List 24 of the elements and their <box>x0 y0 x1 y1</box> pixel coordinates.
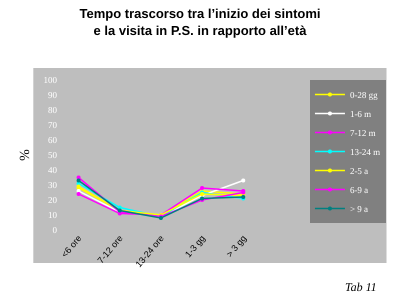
chart-title: Tempo trascorso tra l’inizio dei sintomi e la visita in P.S. in rapporto all’età <box>79 6 321 38</box>
y-tick-label: 70 <box>48 120 58 130</box>
y-tick-label: 40 <box>48 165 58 176</box>
legend-label: 13-24 m <box>350 147 380 158</box>
y-tick-label: 90 <box>48 90 58 100</box>
legend-label: 1-6 m <box>350 109 372 120</box>
legend-label: > 9 a <box>350 204 368 214</box>
y-axis-title: % <box>18 148 34 161</box>
y-tick-label: 50 <box>48 150 58 160</box>
x-tick-label: 1-3 gg <box>182 233 208 260</box>
legend-label: 2-5 a <box>350 166 368 176</box>
y-tick-label: 80 <box>48 105 58 116</box>
legend-label: 7-12 m <box>350 128 376 138</box>
x-tick-label: > 3 gg <box>224 233 248 260</box>
y-tick-label: 10 <box>48 210 58 220</box>
y-tick-label: 30 <box>48 180 58 190</box>
y-tick-label: 0 <box>52 225 58 236</box>
x-tick-label: <6 ore <box>59 233 84 260</box>
y-tick-label: 100 <box>44 75 58 86</box>
y-tick-label: 60 <box>48 135 58 146</box>
legend-label: 6-9 a <box>350 185 368 196</box>
text: Tab 11 <box>345 280 377 294</box>
legend-label: 0-28 gg <box>350 90 378 100</box>
y-tick-label: 20 <box>48 195 58 206</box>
